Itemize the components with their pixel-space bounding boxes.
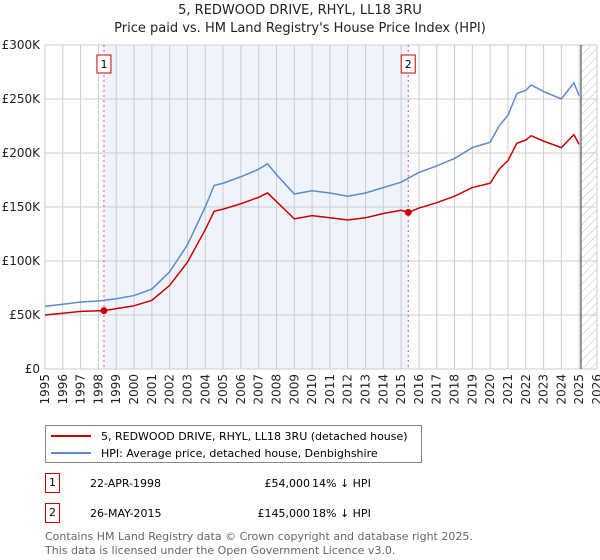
price: £145,000: [257, 507, 311, 520]
chart-title: 5, REDWOOD DRIVE, RHYL, LL18 3RU: [178, 3, 422, 18]
x-tick-label: 2006: [234, 374, 248, 405]
x-tick-label: 2002: [163, 374, 177, 405]
x-tick-label: 1997: [74, 374, 88, 405]
footer-licence: This data is licensed under the Open Gov…: [45, 544, 396, 557]
x-tick-label: 1998: [91, 374, 105, 405]
y-tick-label: £50K: [9, 308, 41, 322]
sale-point: [404, 208, 412, 216]
blue-line-swatch: [51, 452, 91, 454]
x-tick-label: 2016: [412, 374, 426, 405]
hpi-diff: 18% ↓ HPI: [312, 507, 371, 520]
x-tick-label: 2004: [198, 374, 212, 405]
x-tick-label: 2017: [430, 374, 444, 405]
x-tick-label: 2008: [269, 374, 283, 405]
x-tick-label: 2007: [252, 374, 266, 405]
price: £54,000: [264, 477, 311, 490]
x-tick-label: 2012: [341, 374, 355, 405]
x-tick-label: 2021: [501, 374, 515, 405]
x-tick-label: 1999: [109, 374, 123, 405]
date: 22-APR-1998: [90, 477, 162, 490]
x-tick-label: 1996: [56, 374, 70, 405]
transaction-row: 1 22-APR-1998 £54,000 14% ↓ HPI: [45, 473, 445, 493]
x-tick-label: 2010: [305, 374, 319, 405]
y-tick-label: £300K: [2, 38, 42, 52]
x-tick-label: 2023: [537, 374, 551, 405]
x-tick-label: 2022: [519, 374, 533, 405]
legend-label: HPI: Average price, detached house, Denb…: [101, 446, 378, 460]
x-tick-label: 2020: [483, 374, 497, 405]
price-chart: 1995 1996 1997 1998 1999 2000 2001 2002 2003 2004…: [2, 38, 600, 405]
y-tick-label: £200K: [2, 146, 42, 160]
sale-point: [100, 307, 108, 315]
y-tick-label: £0: [25, 362, 40, 376]
marker-badge: 2: [45, 503, 60, 523]
x-tick-label: 2019: [465, 374, 479, 405]
x-tick-label: 2015: [394, 374, 408, 405]
marker-badge: 1: [45, 473, 60, 493]
property-price-line: [44, 133, 580, 316]
x-tick-label: 2000: [127, 374, 141, 405]
footer-copyright: Contains HM Land Registry data © Crown c…: [45, 530, 473, 543]
sale-marker-badge: [96, 54, 112, 74]
legend-item-hpi: HPI: Average price, detached house, Denb…: [51, 445, 378, 461]
sale-marker-badge: [400, 54, 416, 74]
legend-item-property: 5, REDWOOD DRIVE, RHYL, LL18 3RU (detach…: [51, 428, 408, 444]
y-tick-label: £100K: [2, 254, 42, 268]
y-tick-label: £150K: [2, 200, 42, 214]
hpi-diff: 14% ↓ HPI: [312, 477, 371, 490]
red-line-swatch: [51, 435, 91, 437]
sale-marker-label: 2: [405, 58, 412, 71]
chart-subtitle: Price paid vs. HM Land Registry's House …: [114, 21, 486, 36]
x-tick-label: 2026: [590, 374, 600, 405]
legend-label: 5, REDWOOD DRIVE, RHYL, LL18 3RU (detach…: [101, 429, 408, 443]
y-tick-label: £250K: [2, 92, 42, 106]
x-tick-label: 2014: [376, 374, 390, 405]
x-tick-label: 2018: [448, 374, 462, 405]
x-tick-label: 2025: [572, 374, 586, 405]
x-tick-label: 2001: [145, 374, 159, 405]
x-tick-label: 2013: [359, 374, 373, 405]
legend: 5, REDWOOD DRIVE, RHYL, LL18 3RU (detach…: [45, 425, 422, 463]
x-tick-label: 2003: [180, 374, 194, 405]
x-tick-label: 2011: [323, 374, 337, 405]
hpi-line: [44, 81, 580, 308]
sale-marker-label: 1: [100, 58, 107, 71]
x-tick-label: 2024: [554, 374, 568, 405]
x-tick-label: 1995: [38, 374, 52, 405]
transaction-row: 2 26-MAY-2015 £145,000 18% ↓ HPI: [45, 503, 445, 523]
x-tick-label: 2005: [216, 374, 230, 405]
x-tick-label: 2009: [287, 374, 301, 405]
date: 26-MAY-2015: [90, 507, 162, 520]
